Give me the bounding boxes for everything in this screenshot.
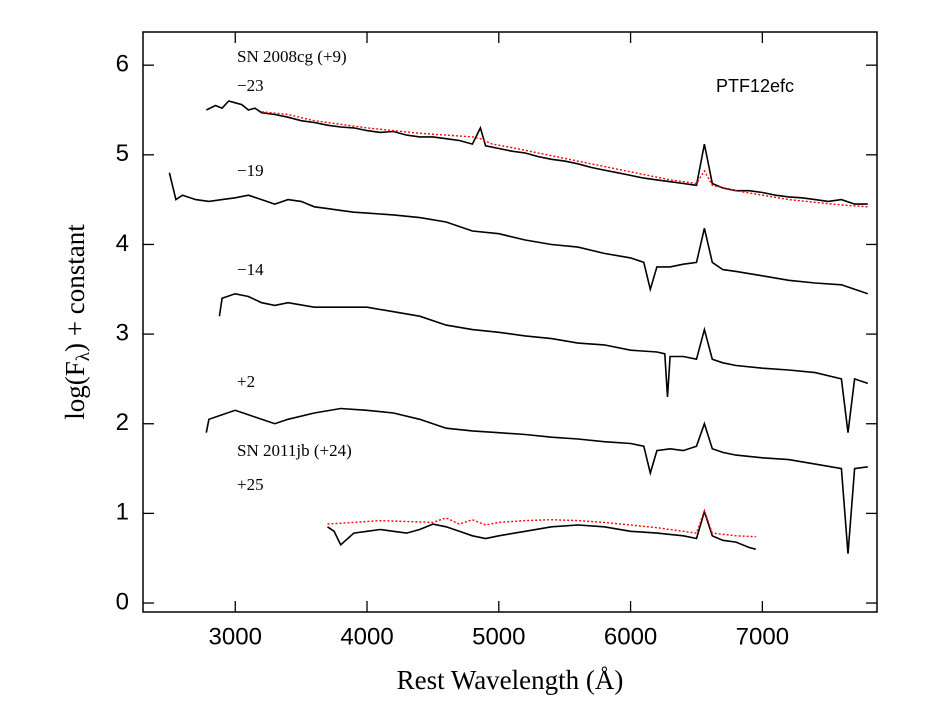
y-tick-label: 3 <box>116 319 129 346</box>
spectrum-line <box>218 292 869 433</box>
spectrum-line <box>327 508 756 538</box>
spectrum-line <box>205 407 868 554</box>
x-tick-label: 3000 <box>209 623 262 650</box>
y-tick-label: 0 <box>116 588 129 615</box>
spectrum-line <box>205 100 868 205</box>
y-tick-label: 4 <box>116 230 129 257</box>
plot-frame <box>142 31 878 613</box>
x-tick-label: 4000 <box>340 623 393 650</box>
spectrum-line <box>168 172 869 295</box>
spectrum-line <box>261 111 868 208</box>
y-tick-label: 2 <box>116 409 129 436</box>
x-tick-label: 6000 <box>604 623 657 650</box>
x-tick-label: 7000 <box>736 623 789 650</box>
series-label: −23 <box>237 76 264 95</box>
y-label-part: ) + constant <box>60 224 90 352</box>
series-label: −19 <box>237 161 264 180</box>
series-label: +2 <box>237 372 255 391</box>
y-label-part: log(F <box>60 361 90 420</box>
y-tick-label: 5 <box>116 140 129 167</box>
spectrum-line <box>327 508 756 550</box>
series-label: +25 <box>237 475 264 494</box>
y-label-subscript: λ <box>73 351 94 361</box>
y-tick-label: 1 <box>116 499 129 526</box>
y-axis-label: log(Fλ) + constant <box>60 224 94 420</box>
series-label: −14 <box>237 260 264 279</box>
x-axis-label: Rest Wavelength (Å) <box>397 665 624 695</box>
annotation: PTF12efc <box>716 76 794 96</box>
series-label: SN 2008cg (+9) <box>237 47 347 66</box>
x-tick-label: 5000 <box>472 623 525 650</box>
series-label: SN 2011jb (+24) <box>237 441 352 460</box>
y-tick-label: 6 <box>116 51 129 78</box>
